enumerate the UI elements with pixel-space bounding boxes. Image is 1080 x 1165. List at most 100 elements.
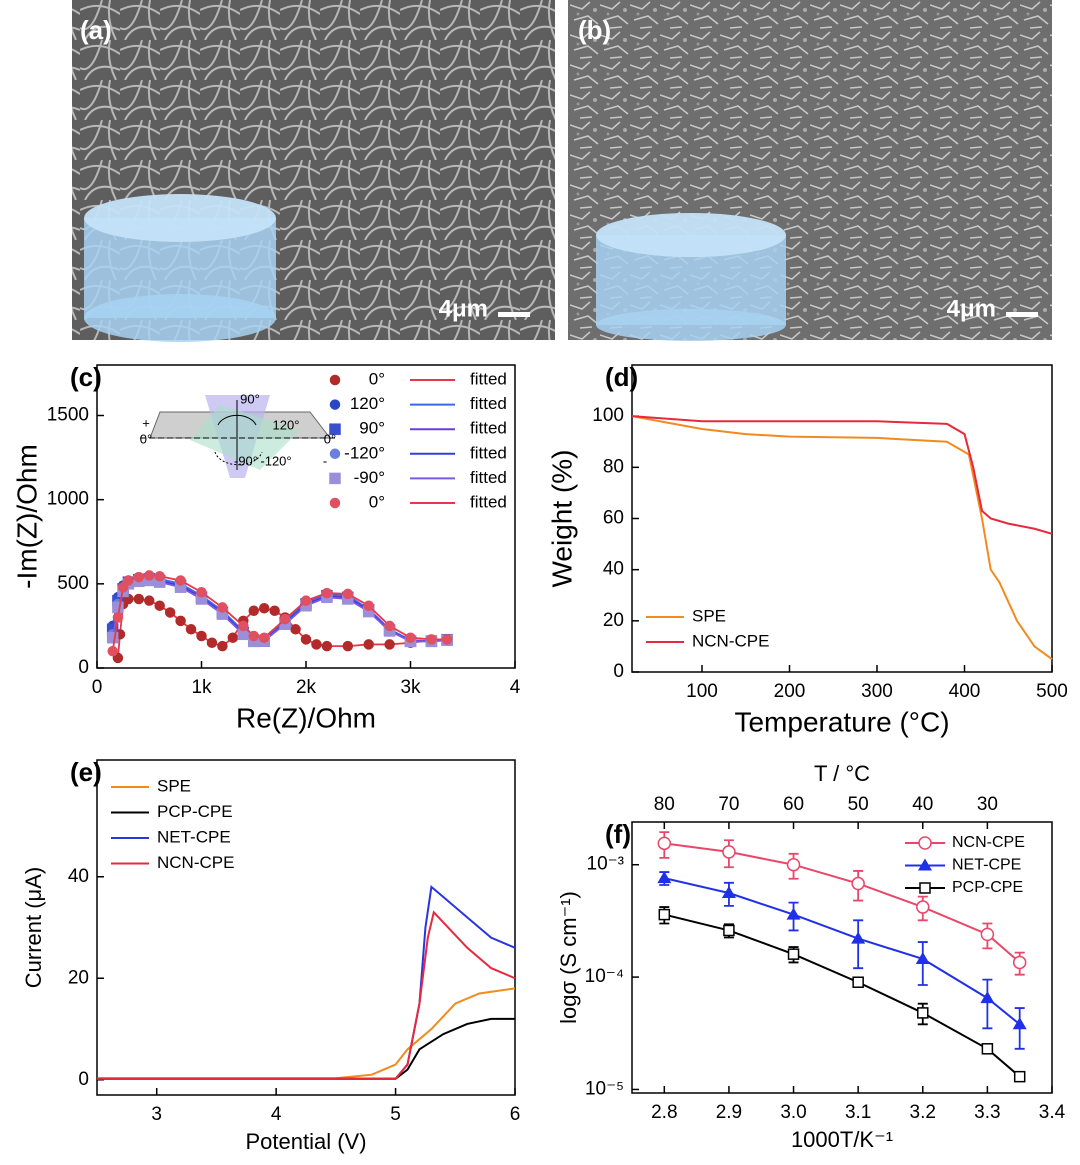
- x-axis-label: Re(Z)/Ohm: [236, 702, 376, 733]
- data-point: [657, 871, 672, 884]
- data-point: [981, 1043, 994, 1055]
- y-tick-label: 10⁻⁴: [585, 966, 624, 987]
- data-point: [787, 948, 800, 960]
- sem-image-a: (a) 4μm: [72, 0, 555, 342]
- legend-label: PCP-CPE: [157, 802, 233, 821]
- x-tick-label: 2.9: [716, 1102, 742, 1123]
- data-point: [917, 1007, 929, 1019]
- x-tick-label: 3.3: [974, 1102, 1000, 1123]
- data-point: [980, 927, 995, 942]
- data-point: [1012, 955, 1027, 970]
- x-tick-label: 400: [949, 681, 981, 702]
- x-axis-label: 1000T/K⁻¹: [791, 1127, 893, 1152]
- y-tick-label: 40: [603, 559, 624, 580]
- plot-frame: [631, 364, 1053, 673]
- data-point: [721, 886, 736, 899]
- legend-label: SPE: [692, 606, 726, 625]
- legend-label: NCN-CPE: [952, 834, 1025, 851]
- legend-label: fitted: [470, 443, 507, 462]
- legend-label: SPE: [157, 776, 191, 795]
- y-tick-label: 500: [57, 573, 89, 594]
- legend-label: NCN-CPE: [692, 631, 769, 650]
- series-line: [664, 913, 1021, 1078]
- data-point: [441, 634, 453, 645]
- data-point: [133, 571, 145, 583]
- legend-marker: [329, 497, 341, 509]
- inset-label: 120°: [273, 417, 300, 432]
- plot-frame: [96, 364, 516, 669]
- x-tick-label: 300: [861, 681, 893, 702]
- x-tick-label: 4: [271, 1104, 282, 1125]
- data-point: [112, 601, 124, 614]
- x-tick-label: 3k: [400, 677, 421, 698]
- scale-bar-label: 4μm: [439, 295, 488, 322]
- legend-label: NET-CPE: [952, 857, 1021, 874]
- legend-marker: [329, 472, 341, 485]
- y-tick-label: 0: [78, 657, 89, 678]
- plot-frame: [96, 759, 516, 1096]
- panel-label: (b): [578, 15, 611, 45]
- data-point: [154, 571, 165, 582]
- data-point: [852, 976, 864, 988]
- data-point: [786, 857, 801, 872]
- x2-tick-label: 50: [848, 794, 869, 815]
- data-point: [915, 951, 930, 964]
- x-tick-label: 3.1: [845, 1102, 871, 1123]
- x2-tick-label: 80: [654, 794, 675, 815]
- data-point: [227, 632, 239, 643]
- legend-label: fitted: [470, 369, 507, 388]
- y-axis-label: Weight (%): [546, 450, 577, 588]
- data-point: [154, 600, 165, 611]
- data-point: [144, 570, 155, 581]
- data-point: [300, 595, 312, 606]
- data-point: [851, 931, 866, 944]
- error-bar: [853, 919, 864, 970]
- legend-marker: [919, 882, 931, 894]
- panel-label: (c): [70, 362, 102, 392]
- legend-marker: [918, 858, 932, 871]
- data-point: [384, 639, 395, 650]
- data-point: [405, 632, 416, 643]
- legend-label: fitted: [470, 394, 507, 413]
- series-line: [631, 415, 1053, 535]
- x-tick-label: 2.8: [651, 1102, 677, 1123]
- legend-label: -120°: [344, 443, 385, 462]
- data-point: [196, 630, 207, 642]
- data-point: [723, 924, 735, 937]
- data-point: [217, 602, 228, 613]
- data-point: [279, 613, 291, 625]
- y-axis-label: Current (μA): [21, 867, 46, 988]
- data-point: [916, 900, 930, 914]
- x-tick-label: 5: [390, 1104, 401, 1125]
- y-tick-label: 100: [592, 405, 624, 426]
- inset-label: +: [142, 415, 150, 430]
- series-line: [97, 884, 516, 1080]
- x-tick-label: 3.2: [910, 1102, 936, 1123]
- panel-label: (d): [605, 362, 638, 392]
- data-point: [851, 876, 865, 891]
- data-point: [112, 612, 124, 623]
- y-tick-label: 80: [603, 456, 624, 477]
- fitted-line: [111, 574, 448, 652]
- legend-label: PCP-CPE: [952, 879, 1023, 896]
- data-point: [107, 645, 118, 657]
- y-tick-label: 20: [603, 610, 624, 631]
- legend-label: NCN-CPE: [157, 853, 234, 872]
- x-tick-label: 3: [151, 1104, 162, 1125]
- x2-tick-label: 70: [718, 794, 739, 815]
- inset-label: -120°: [260, 453, 291, 468]
- x-tick-label: 1k: [191, 677, 212, 698]
- data-point: [164, 607, 176, 618]
- data-point: [321, 587, 333, 599]
- y-tick-label: 40: [68, 866, 89, 887]
- x-tick-label: 100: [686, 681, 718, 702]
- legend-marker: [329, 374, 341, 386]
- y-tick-label: 1500: [47, 405, 89, 426]
- y-tick-label: 0: [613, 661, 624, 682]
- legend-label: fitted: [470, 492, 507, 511]
- series-line: [97, 1017, 515, 1080]
- error-bar: [982, 978, 993, 1030]
- legend-marker: [329, 423, 341, 435]
